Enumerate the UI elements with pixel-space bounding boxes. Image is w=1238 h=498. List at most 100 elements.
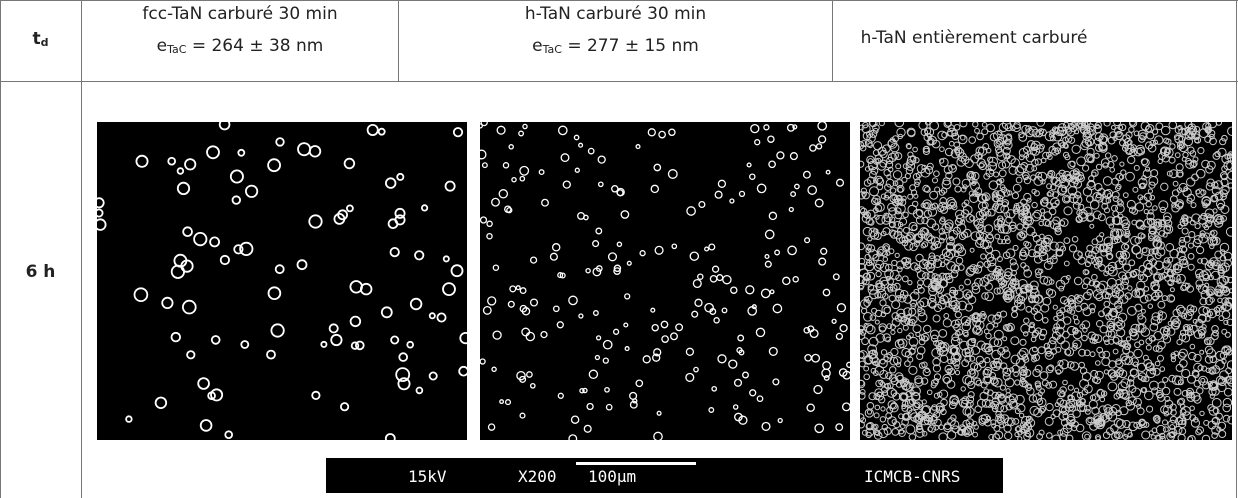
- particle: [950, 270, 959, 279]
- particle: [976, 158, 986, 168]
- particle: [905, 161, 916, 171]
- particle: [1086, 195, 1094, 203]
- particle: [557, 392, 564, 399]
- particle: [879, 416, 887, 423]
- particle: [1017, 403, 1026, 413]
- particle: [1000, 414, 1010, 424]
- particle: [1005, 395, 1015, 405]
- particle: [1167, 279, 1173, 286]
- particle: [1116, 319, 1126, 329]
- particle: [920, 377, 929, 385]
- particle: [1212, 329, 1219, 337]
- particle: [915, 267, 922, 273]
- particle: [893, 356, 902, 365]
- particle: [559, 272, 566, 279]
- particle: [894, 198, 902, 206]
- particle: [1186, 392, 1196, 402]
- particle: [1091, 393, 1100, 402]
- particle: [947, 417, 956, 426]
- particle: [1199, 410, 1205, 417]
- particle: [1118, 123, 1127, 132]
- particle: [541, 198, 549, 207]
- particle: [1175, 199, 1184, 208]
- particle: [931, 202, 939, 210]
- particle: [1063, 206, 1073, 216]
- particle: [515, 285, 521, 291]
- particle: [377, 127, 386, 136]
- particle: [1137, 362, 1147, 372]
- particle: [1052, 304, 1058, 310]
- particle: [1089, 351, 1096, 358]
- particle: [1095, 283, 1106, 294]
- particle: [1191, 173, 1199, 182]
- particle: [1152, 205, 1158, 211]
- particle: [1016, 223, 1024, 231]
- particle: [1160, 405, 1169, 414]
- particle: [948, 296, 958, 307]
- particle: [428, 312, 436, 320]
- particle: [1084, 137, 1095, 147]
- particle: [1219, 255, 1227, 262]
- particle: [1074, 294, 1080, 300]
- particle: [538, 169, 545, 176]
- particle: [802, 170, 811, 179]
- particle: [1010, 125, 1016, 132]
- particle: [1158, 230, 1166, 237]
- particle: [551, 243, 561, 252]
- particle: [1224, 297, 1232, 307]
- particle: [746, 162, 752, 168]
- particle: [976, 313, 986, 323]
- particle: [1140, 158, 1148, 166]
- particle: [792, 124, 798, 130]
- particle: [914, 178, 921, 185]
- particle: [1146, 405, 1154, 413]
- particle: [1064, 135, 1073, 143]
- particle: [1149, 227, 1156, 235]
- particle: [1072, 339, 1082, 349]
- particle: [944, 122, 952, 127]
- particle: [722, 274, 732, 285]
- particle: [1113, 122, 1122, 127]
- particle: [1032, 353, 1040, 362]
- particle: [1082, 187, 1093, 197]
- particle: [913, 157, 920, 164]
- particle: [1201, 269, 1212, 280]
- particle: [1086, 147, 1095, 156]
- particle: [1107, 330, 1116, 338]
- particle: [623, 322, 629, 328]
- particle: [1116, 131, 1122, 138]
- particle: [1209, 355, 1218, 364]
- particle: [578, 313, 584, 319]
- particle: [1207, 404, 1215, 412]
- particle: [886, 156, 894, 165]
- particle: [884, 269, 894, 279]
- particle: [1039, 328, 1048, 337]
- particle: [1216, 426, 1222, 432]
- particle: [1004, 271, 1012, 280]
- particle: [1124, 356, 1134, 366]
- particle: [1101, 357, 1111, 367]
- particle: [1212, 407, 1220, 415]
- particle: [997, 215, 1004, 222]
- particle: [613, 264, 622, 273]
- particle: [995, 272, 1004, 280]
- particle: [901, 236, 909, 243]
- particle: [1078, 361, 1085, 369]
- particle: [1123, 243, 1130, 250]
- particle: [1159, 326, 1169, 336]
- particle: [1127, 155, 1136, 165]
- particle: [912, 392, 921, 401]
- particle: [937, 130, 947, 141]
- particle: [525, 331, 536, 342]
- particle: [1186, 304, 1195, 313]
- particle: [1117, 200, 1124, 207]
- particle: [887, 382, 894, 389]
- particle: [944, 147, 954, 157]
- particle: [526, 371, 533, 378]
- particle: [1103, 300, 1111, 308]
- particle: [1021, 124, 1031, 134]
- particle: [756, 395, 764, 403]
- particle: [508, 144, 514, 150]
- particle: [519, 165, 530, 176]
- particle: [1180, 284, 1187, 292]
